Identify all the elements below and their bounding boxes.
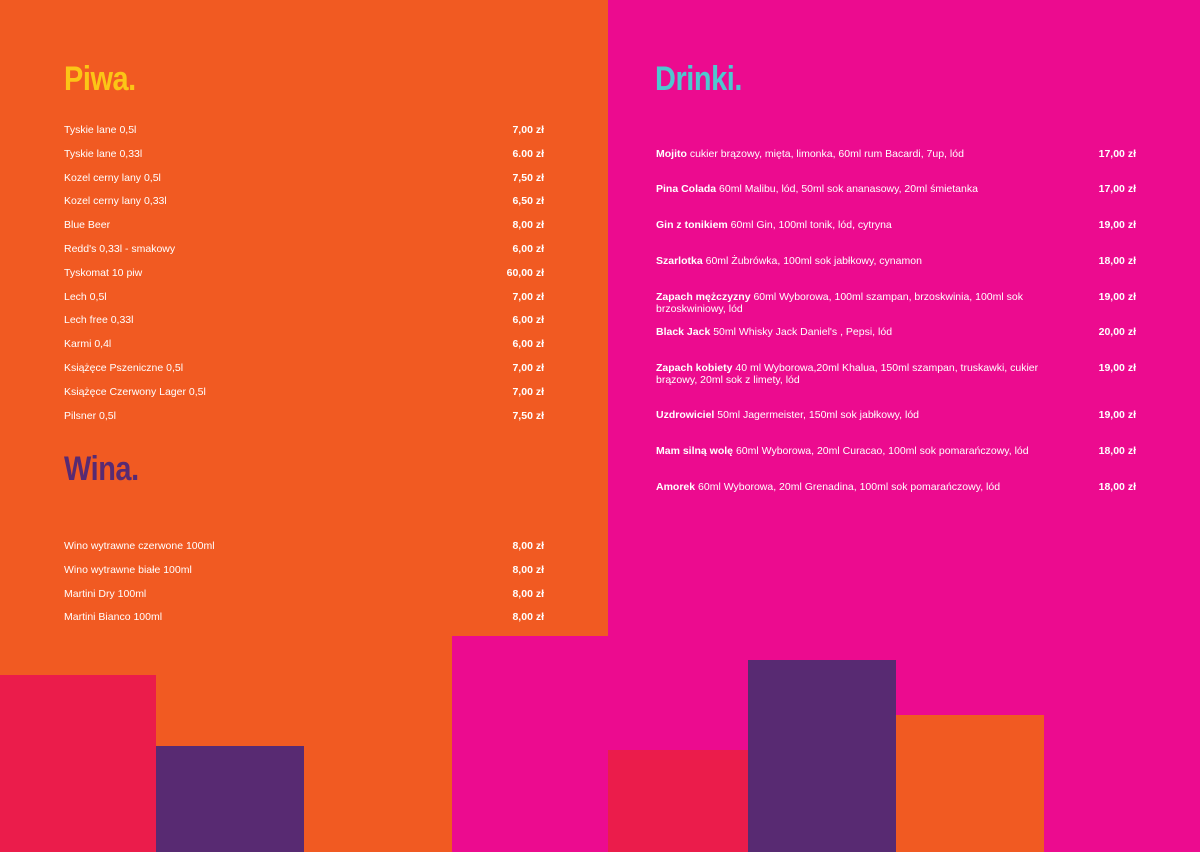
item-price: 7,00 zł [512,290,544,303]
drink-ingredients: 60ml Wyborowa, 100ml szampan, brzoskwini… [656,291,1023,315]
drink-description: Uzdrowiciel 50ml Jagermeister, 150ml sok… [656,409,1056,421]
drink-price: 18,00 zł [1098,255,1136,267]
item-price: 7,00 zł [512,124,544,136]
item-price: 6.00 zł [512,147,544,160]
right-page [608,0,1200,852]
drink-name: Zapach mężczyzny [656,291,751,303]
item-price: 7,50 zł [512,171,544,184]
drink-price: 19,00 zł [1098,291,1136,303]
drink-price: 19,00 zł [1098,219,1136,231]
item-name: Książęce Pszeniczne 0,5l [64,362,184,374]
decor-block-red-left [0,675,156,852]
decor-block-red-right [608,750,748,852]
drink-name: Mojito [656,148,687,160]
drink-name: Szarlotka [656,255,703,267]
drink-price: 19,00 zł [1098,362,1136,374]
item-name: Lech 0,5l [64,290,107,303]
decor-block-purple-left [156,746,304,852]
drink-ingredients: 60ml Malibu, lód, 50ml sok ananasowy, 20… [716,183,978,195]
drink-description: Zapach mężczyzny 60ml Wyborowa, 100ml sz… [656,291,1056,315]
drink-description: Szarlotka 60ml Żubrówka, 100ml sok jabłk… [656,255,1056,267]
item-name: Kozel cerny lany 0,5l [64,171,161,184]
drink-price: 18,00 zł [1098,445,1136,457]
item-price: 6,50 zł [512,195,544,208]
item-name: Kozel cerny lany 0,33l [64,195,167,208]
item-price: 6,00 zł [512,243,544,255]
item-name: Tyskomat 10 piw [64,266,143,279]
item-price: 8,00 zł [512,219,544,232]
item-price: 60,00 zł [506,266,544,279]
decor-block-pink-center [452,636,608,852]
drink-ingredients: 60ml Wyborowa, 20ml Grenadina, 100ml sok… [695,481,1001,493]
drink-description: Black Jack 50ml Whisky Jack Daniel's , P… [656,326,1056,338]
item-name: Książęce Czerwony Lager 0,5l [64,385,206,398]
drink-name: Black Jack [656,326,711,338]
drink-ingredients: 60ml Żubrówka, 100ml sok jabłkowy, cynam… [702,255,922,267]
drink-price: 17,00 zł [1098,183,1136,195]
item-name: Wino wytrawne czerwone 100ml [64,540,215,552]
drink-name: Mam silną wolę [656,445,734,457]
item-name: Martini Bianco 100ml [64,611,163,624]
drink-name: Gin z tonikiem [656,219,728,231]
drink-ingredients: 50ml Jagermeister, 150ml sok jabłkowy, l… [714,409,920,421]
drink-description: Amorek 60ml Wyborowa, 20ml Grenadina, 10… [656,481,1056,493]
item-price: 7,50 zł [512,409,544,422]
drink-description: Zapach kobiety 40 ml Wyborowa,20ml Khalu… [656,362,1056,386]
drink-description: Mojito cukier brązowy, mięta, limonka, 6… [656,148,1056,160]
item-name: Karmi 0,4l [64,338,112,351]
item-name: Blue Beer [64,219,111,232]
drink-description: Pina Colada 60ml Malibu, lód, 50ml sok a… [656,183,1056,195]
drink-ingredients: 40 ml Wyborowa,20ml Khalua, 150ml szampa… [656,362,1039,386]
drink-name: Amorek [656,481,696,493]
item-name: Pilsner 0,5l [64,409,116,422]
drink-name: Uzdrowiciel [656,409,715,421]
item-price: 8,00 zł [512,563,544,576]
decor-block-orange-right [896,715,1044,852]
drink-name: Zapach kobiety [656,362,733,374]
drink-price: 17,00 zł [1098,148,1136,160]
drink-ingredients: 60ml Wyborowa, 20ml Curacao, 100ml sok p… [733,445,1029,457]
item-price: 8,00 zł [512,540,544,552]
item-name: Tyskie lane 0,33l [64,147,143,160]
drink-price: 19,00 zł [1098,409,1136,421]
drinks-title: Drinki. [655,60,742,98]
item-name: Lech free 0,33l [64,314,134,327]
item-price: 6,00 zł [512,338,544,351]
item-name: Redd's 0,33l - smakowy [64,243,176,255]
drink-description: Gin z tonikiem 60ml Gin, 100ml tonik, ló… [656,219,1056,231]
drink-price: 18,00 zł [1098,481,1136,493]
drink-ingredients: 60ml Gin, 100ml tonik, lód, cytryna [727,219,892,231]
drink-name: Pina Colada [656,183,717,195]
decor-block-purple-right [748,660,896,852]
item-price: 8,00 zł [512,611,544,624]
item-price: 7,00 zł [512,385,544,398]
drink-ingredients: 50ml Whisky Jack Daniel's , Pepsi, lód [710,326,893,338]
drink-ingredients: cukier brązowy, mięta, limonka, 60ml rum… [686,148,964,160]
wines-title: Wina. [64,450,139,488]
item-price: 7,00 zł [512,362,544,374]
item-name: Martini Dry 100ml [64,587,147,600]
item-name: Tyskie lane 0,5l [64,124,137,136]
drink-price: 20,00 zł [1098,326,1136,338]
drink-description: Mam silną wolę 60ml Wyborowa, 20ml Curac… [656,445,1056,457]
beers-title: Piwa. [64,60,136,98]
item-price: 6,00 zł [512,314,544,327]
item-price: 8,00 zł [512,587,544,600]
item-name: Wino wytrawne białe 100ml [64,563,192,576]
